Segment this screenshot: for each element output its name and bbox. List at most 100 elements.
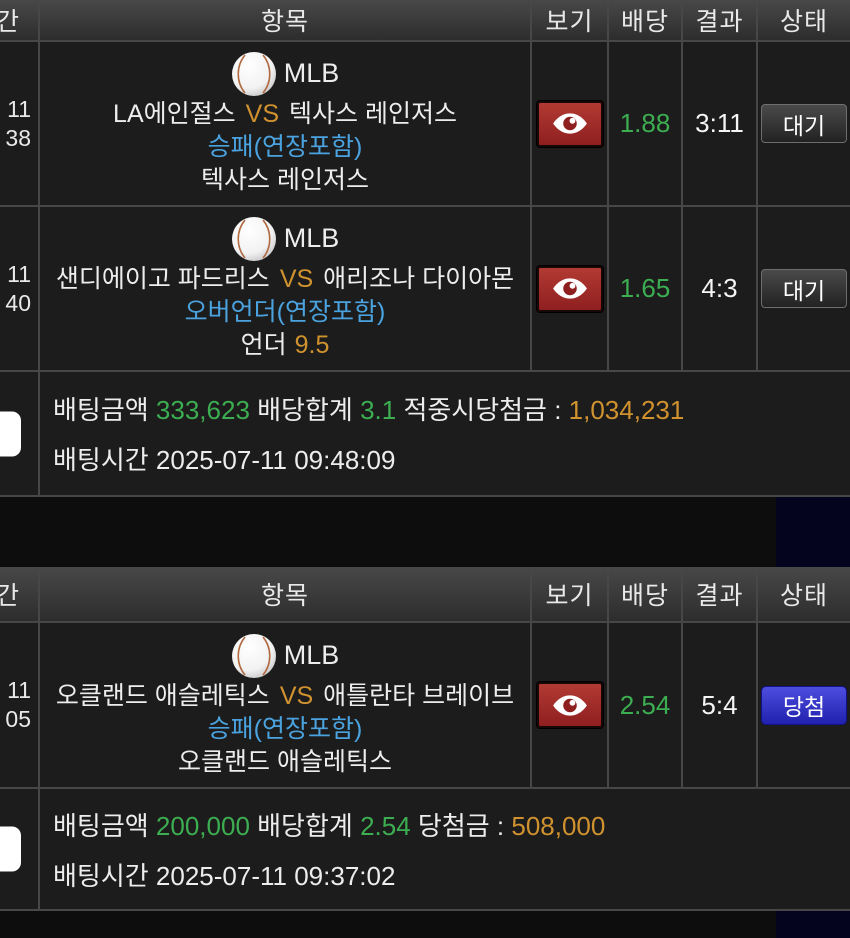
total-odds-label: 배당합계	[257, 810, 353, 841]
table-separator	[0, 497, 850, 567]
background-accent-block	[776, 497, 850, 567]
odds-value: 1.88	[619, 108, 671, 138]
bet-time-top: 11	[7, 677, 31, 704]
bet-time-cell: 11 38	[0, 42, 38, 205]
pick-line: 언더 9.5	[241, 329, 330, 362]
view-cell	[532, 623, 607, 787]
vs-label: VS	[279, 265, 314, 293]
odds-value: 1.65	[619, 273, 671, 303]
column-header-status-label: 상태	[779, 8, 828, 36]
potential-win-value: 1,034,231	[568, 395, 685, 425]
status-label: 당첨	[782, 694, 826, 720]
column-header-result: 결과	[683, 0, 756, 40]
bet-summary-line: 배팅금액 200,000 배당합계 2.54 당첨금 : 508,000	[53, 806, 605, 843]
column-header-result-label: 결과	[695, 8, 744, 36]
select-checkbox[interactable]	[0, 411, 21, 456]
bet-time-value: 2025-07-11 09:48:09	[155, 445, 396, 475]
baseball-icon	[231, 217, 276, 261]
view-bet-button[interactable]	[536, 100, 603, 147]
column-header-time: 간	[0, 0, 38, 40]
pick-handicap-value: 9.5	[294, 331, 330, 359]
column-header-time-label: 간	[0, 582, 21, 610]
bet-amount-label: 배팅금액	[53, 810, 149, 841]
column-header-view: 보기	[532, 0, 607, 40]
picked-team: 언더	[240, 331, 287, 359]
match-info-cell: MLB 오클랜드 애슬레틱스 VS 애틀란타 브레이브 승패(연장포함) 오클랜드 …	[40, 623, 530, 787]
status-label: 대기	[782, 112, 826, 139]
column-header-status-label: 상태	[779, 582, 828, 610]
eye-icon	[552, 694, 587, 716]
bet-time-value: 2025-07-11 09:37:02	[155, 860, 396, 891]
summary-select-cell	[0, 789, 38, 909]
column-header-odds: 배당	[609, 0, 681, 40]
vs-label: VS	[245, 100, 279, 128]
matchup-line: LA에인절스 VS 텍사스 레인저스	[113, 98, 457, 131]
status-wait-button[interactable]: 대기	[761, 269, 847, 308]
bet-timestamp-line: 배팅시간 2025-07-11 09:48:09	[53, 440, 395, 477]
win-amount-label: 당첨금 :	[417, 810, 505, 841]
market-type: 승패(연장포함)	[207, 714, 363, 743]
select-checkbox[interactable]	[0, 826, 21, 872]
away-team: 텍사스 레인저스	[289, 100, 457, 128]
bet-slip-table-2: 간 항목 보기 배당 결과 상태 11 05 MLB 오클랜드 애슬레틱스 VS 애…	[0, 567, 850, 911]
bet-time-cell: 11 05	[0, 623, 38, 787]
result-score: 4:3	[701, 273, 738, 303]
home-team: LA에인절스	[113, 100, 236, 128]
column-header-odds: 배당	[609, 567, 681, 621]
potential-win-label: 적중시당첨금 :	[403, 395, 562, 425]
column-header-view-label: 보기	[545, 8, 594, 36]
bet-amount-value: 333,623	[155, 395, 250, 425]
status-win-button[interactable]: 당첨	[761, 685, 847, 725]
bet-summary-cell: 배팅금액 333,623 배당합계 3.1 적중시당첨금 : 1,034,231…	[40, 372, 850, 495]
column-header-time: 간	[0, 567, 38, 621]
odds-cell: 1.65	[609, 207, 681, 370]
baseball-icon	[231, 52, 276, 96]
result-score: 3:11	[695, 108, 744, 138]
status-wait-button[interactable]: 대기	[761, 104, 847, 143]
view-cell	[532, 42, 607, 205]
column-header-status: 상태	[758, 0, 850, 40]
bottom-background-strip	[0, 911, 850, 938]
bet-time-bottom: 40	[5, 289, 31, 316]
bet-amount-label: 배팅금액	[53, 395, 149, 425]
league-label: MLB	[283, 223, 340, 254]
column-header-item: 항목	[40, 567, 530, 621]
league-label: MLB	[283, 639, 340, 670]
view-bet-button[interactable]	[536, 265, 603, 312]
bet-summary-line: 배팅금액 333,623 배당합계 3.1 적중시당첨금 : 1,034,231	[53, 390, 684, 427]
pick-line: 텍사스 레인저스	[201, 164, 369, 197]
vs-label: VS	[279, 681, 314, 710]
column-header-status: 상태	[758, 567, 850, 621]
matchup-line: 오클랜드 애슬레틱스 VS 애틀란타 브레이브	[56, 680, 514, 713]
away-team: 애틀란타 브레이브	[323, 681, 515, 710]
column-header-view-label: 보기	[545, 582, 594, 610]
match-info-cell: MLB LA에인절스 VS 텍사스 레인저스 승패(연장포함) 텍사스 레인저스	[40, 42, 530, 205]
bet-slip-table-1: 간 항목 보기 배당 결과 상태 11 38 MLB LA에인절스 VS 텍사스 레…	[0, 0, 850, 497]
bet-time-top: 11	[7, 260, 31, 287]
bet-time-top: 11	[7, 95, 31, 122]
view-bet-button[interactable]	[536, 682, 603, 728]
background-accent-block	[776, 911, 850, 938]
bet-amount-value: 200,000	[155, 810, 250, 841]
home-team: 오클랜드 애슬레틱스	[55, 681, 270, 710]
total-odds-label: 배당합계	[257, 395, 353, 425]
matchup-line: 샌디에이고 파드리스 VS 애리조나 다이아몬	[56, 263, 514, 296]
view-cell	[532, 207, 607, 370]
column-header-odds-label: 배당	[620, 8, 669, 36]
column-header-result-label: 결과	[695, 582, 744, 610]
result-cell: 5:4	[683, 623, 756, 787]
column-header-item: 항목	[40, 0, 530, 40]
status-label: 대기	[782, 277, 826, 304]
pick-line: 오클랜드 애슬레틱스	[178, 746, 392, 779]
odds-value: 2.54	[619, 689, 671, 720]
status-cell: 대기	[758, 42, 850, 205]
bet-time-label: 배팅시간	[53, 445, 149, 475]
column-header-odds-label: 배당	[620, 582, 669, 610]
bet-time-bottom: 38	[5, 124, 31, 151]
column-header-item-label: 항목	[260, 582, 309, 610]
bet-time-label: 배팅시간	[53, 860, 149, 891]
win-amount-value: 508,000	[511, 810, 606, 841]
column-header-time-label: 간	[0, 8, 21, 36]
eye-icon	[552, 278, 587, 299]
baseball-icon	[231, 633, 276, 678]
